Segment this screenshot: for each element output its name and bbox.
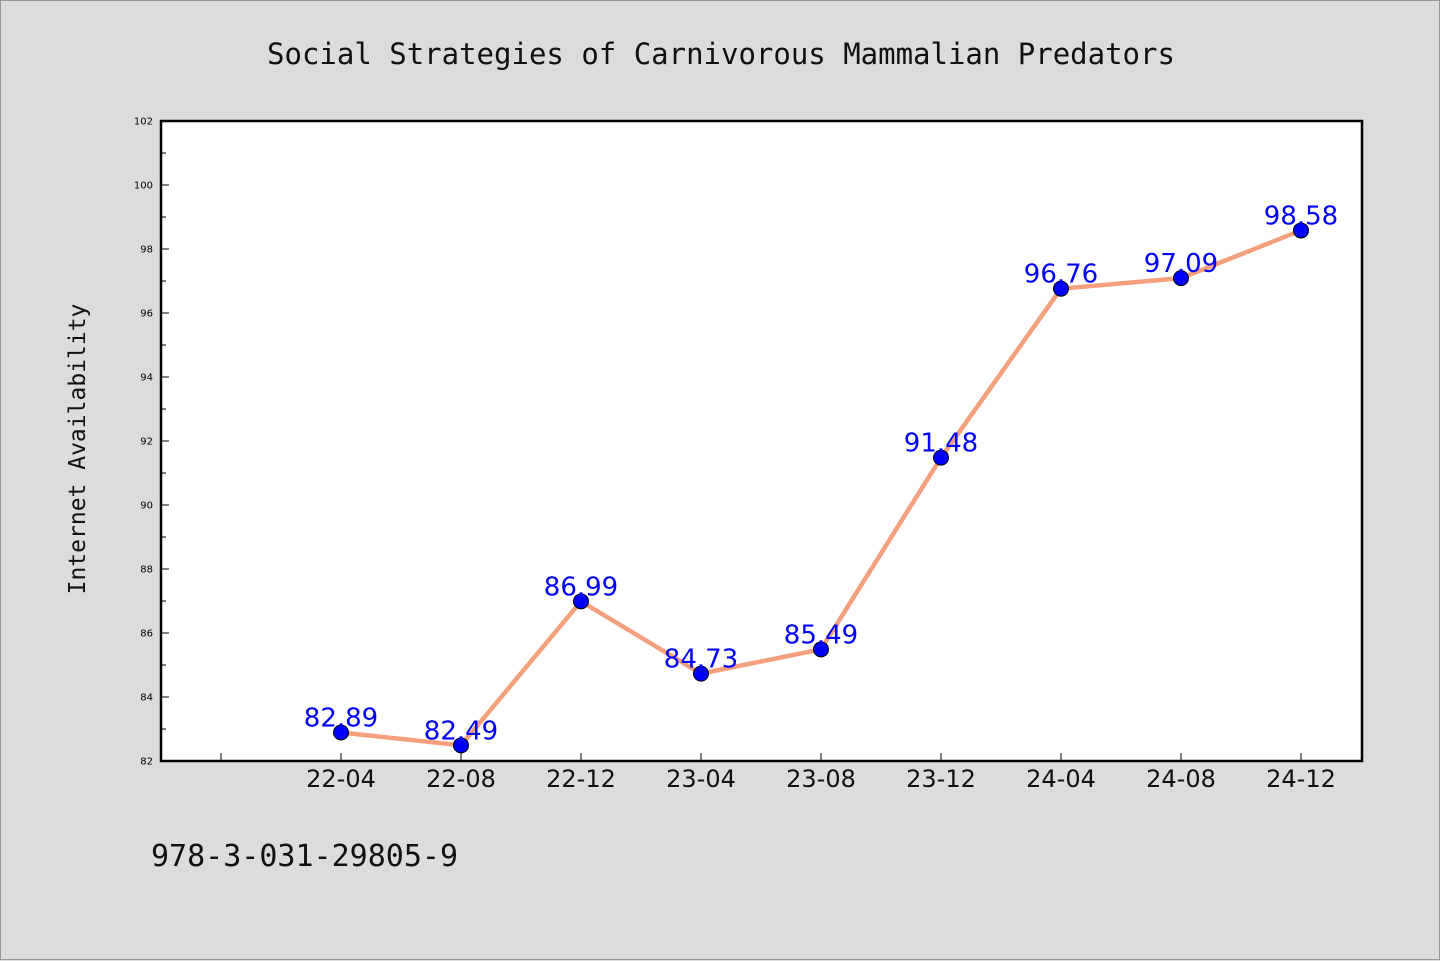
x-tick-label: 22-12 [546, 765, 616, 793]
data-markers [333, 222, 1309, 754]
axis-ticks: 82 84 86 88 90 92 94 96 98 100 102 22-04 22-08 22-12 2… [134, 117, 1336, 794]
x-tick-label: 24-08 [1146, 765, 1216, 793]
y-tick-label: 102 [134, 117, 153, 128]
y-tick-label: 100 [134, 181, 153, 192]
data-label: 86.99 [544, 572, 618, 602]
y-axis-label: Internet Availability [65, 304, 91, 595]
y-tick-label: 96 [140, 309, 153, 320]
x-tick-label: 23-04 [666, 765, 736, 793]
y-tick-label: 98 [140, 245, 153, 256]
data-point [693, 665, 709, 682]
data-label: 98.58 [1264, 201, 1338, 231]
y-tick-label: 82 [140, 757, 153, 768]
data-label: 85.49 [784, 620, 858, 650]
data-label: 82.49 [424, 716, 498, 746]
data-label: 91.48 [904, 429, 978, 459]
data-label: 82.89 [304, 704, 378, 734]
y-tick-label: 94 [140, 373, 153, 384]
x-tick-label: 24-12 [1266, 765, 1336, 793]
plot-border [159, 119, 1364, 763]
isbn-footnote: 978-3-031-29805-9 [151, 839, 458, 874]
data-point [1053, 280, 1069, 297]
data-point [1173, 270, 1189, 287]
data-label: 96.76 [1024, 260, 1098, 290]
y-tick-label: 92 [140, 437, 153, 448]
y-tick-label: 84 [140, 693, 153, 704]
chart-title: Social Strategies of Carnivorous Mammali… [267, 37, 1175, 71]
data-point [1293, 222, 1309, 239]
y-tick-label: 88 [140, 565, 153, 576]
y-tick-label: 90 [140, 501, 153, 512]
data-label: 84.73 [664, 645, 738, 675]
y-tick-label: 86 [140, 629, 153, 640]
data-point [813, 641, 829, 658]
data-labels: 82.89 82.49 86.99 84.73 85.49 91.48 96.76 97.09… [304, 201, 1338, 746]
data-point [933, 449, 949, 466]
x-tick-label: 23-08 [786, 765, 856, 793]
data-point [453, 737, 469, 754]
x-tick-label: 22-04 [306, 765, 376, 793]
plot-area [161, 121, 1362, 761]
data-point [573, 593, 589, 610]
data-point [333, 724, 349, 741]
x-tick-label: 24-04 [1026, 765, 1096, 793]
x-tick-label: 22-08 [426, 765, 496, 793]
data-label: 97.09 [1144, 249, 1218, 279]
x-tick-label: 23-12 [906, 765, 976, 793]
